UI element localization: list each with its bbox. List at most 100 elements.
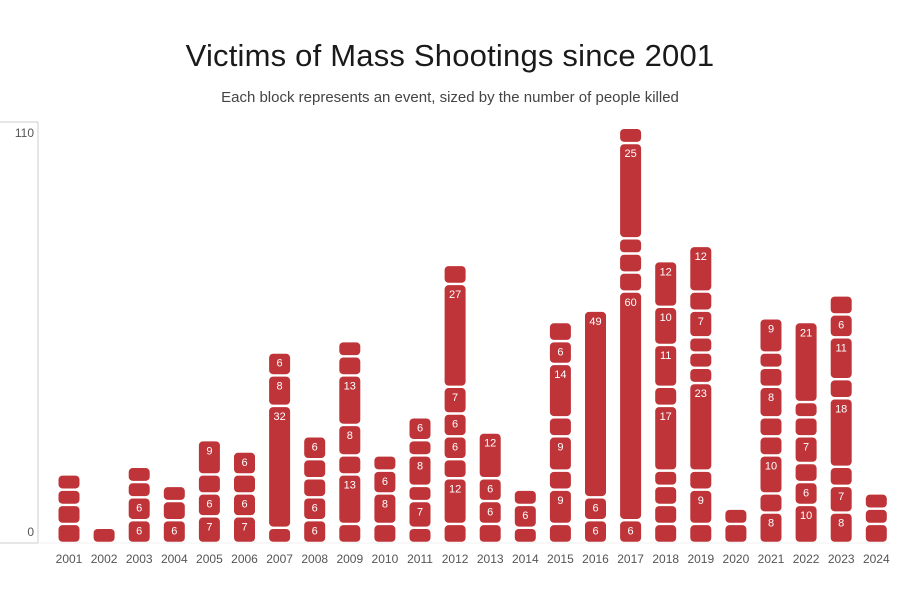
event-block-label: 6 xyxy=(312,525,318,537)
event-block-label: 9 xyxy=(557,442,563,454)
x-tick-label: 2016 xyxy=(582,552,609,566)
event-block xyxy=(234,517,255,542)
event-block-label: 18 xyxy=(835,403,847,415)
event-block-label: 6 xyxy=(592,502,598,514)
event-block-label: 6 xyxy=(241,499,247,511)
event-block-label: 10 xyxy=(765,461,777,473)
x-tick-label: 2011 xyxy=(407,552,433,566)
event-block xyxy=(374,471,396,493)
event-block xyxy=(163,521,185,542)
event-block-label: 10 xyxy=(660,312,672,324)
event-block-label: 7 xyxy=(698,316,704,328)
bar-2023: 8 7 18 11 6 xyxy=(830,296,852,542)
bar-2006: 7 6 6 xyxy=(234,452,255,542)
event-block xyxy=(620,254,642,272)
event-block xyxy=(444,285,466,386)
event-block xyxy=(690,311,712,337)
y-tick-label: 0 xyxy=(27,525,34,539)
event-block-label: 7 xyxy=(803,442,809,454)
event-block-label: 12 xyxy=(484,438,496,450)
event-block xyxy=(655,506,677,523)
event-block-label: 17 xyxy=(660,411,672,423)
event-block-label: 6 xyxy=(417,423,423,435)
event-block xyxy=(304,460,326,478)
event-block xyxy=(585,498,606,519)
bar-2018: 17 11 10 12 xyxy=(655,262,677,542)
event-block xyxy=(795,437,817,462)
chart-subtitle: Each block represents an event, sized by… xyxy=(221,89,679,106)
event-block xyxy=(58,490,80,504)
event-block xyxy=(655,487,677,504)
event-block xyxy=(690,525,712,542)
event-block xyxy=(234,452,255,474)
bar-2021: 8 10 8 9 xyxy=(760,319,782,542)
event-block xyxy=(269,407,291,527)
event-block-label: 6 xyxy=(838,320,844,332)
event-block xyxy=(234,494,255,516)
event-block-label: 7 xyxy=(417,506,423,518)
event-block-label: 9 xyxy=(698,495,704,507)
bar-2003: 66 xyxy=(128,468,150,542)
event-block-label: 23 xyxy=(695,388,707,400)
event-block xyxy=(830,513,852,542)
event-block xyxy=(304,521,326,542)
event-block xyxy=(760,353,782,367)
event-block-label: 25 xyxy=(624,148,636,160)
event-block xyxy=(620,521,642,542)
event-block xyxy=(795,418,817,436)
event-block xyxy=(409,502,431,527)
event-block-label: 8 xyxy=(838,518,844,530)
event-block xyxy=(339,456,361,474)
x-tick-label: 2017 xyxy=(617,552,644,566)
event-block xyxy=(304,498,326,519)
event-block xyxy=(620,144,642,238)
bar-2007: 32 8 6 xyxy=(269,353,291,542)
bar-2019: 9 23 7 12 xyxy=(690,247,712,542)
x-tick-label: 2005 xyxy=(196,552,223,566)
event-block xyxy=(339,376,361,424)
event-block xyxy=(374,494,396,523)
x-tick-label: 2012 xyxy=(442,552,469,566)
x-tick-label: 2002 xyxy=(91,552,118,566)
event-block xyxy=(58,525,80,542)
event-block xyxy=(339,342,361,356)
event-block xyxy=(830,399,852,466)
x-tick-label: 2021 xyxy=(758,552,785,566)
event-block xyxy=(655,471,677,485)
event-block xyxy=(339,475,361,523)
event-block xyxy=(760,418,782,436)
event-block xyxy=(514,506,536,527)
bar-2014: 6 xyxy=(514,490,536,542)
event-block xyxy=(198,441,220,474)
event-block xyxy=(339,525,361,542)
bar-2016: 6 6 49 xyxy=(585,311,606,542)
x-tick-label: 2023 xyxy=(828,552,855,566)
event-block xyxy=(690,490,712,523)
event-block xyxy=(128,468,150,481)
event-block xyxy=(549,490,571,523)
event-block-label: 6 xyxy=(522,510,528,522)
event-block-label: 7 xyxy=(452,392,458,404)
event-block-label: 32 xyxy=(273,411,285,423)
event-block-label: 8 xyxy=(768,518,774,530)
x-tick-label: 2008 xyxy=(301,552,328,566)
event-block xyxy=(128,483,150,497)
x-tick-label: 2013 xyxy=(477,552,504,566)
event-block xyxy=(444,479,466,523)
chart-title: Victims of Mass Shootings since 2001 xyxy=(185,38,715,73)
event-block xyxy=(760,388,782,417)
event-block xyxy=(620,292,642,519)
bar-2017: 6 60 25 xyxy=(620,129,642,542)
x-tick-label: 2020 xyxy=(723,552,750,566)
event-block xyxy=(760,456,782,493)
event-block xyxy=(374,456,396,470)
event-block xyxy=(549,342,571,363)
event-block xyxy=(865,494,887,508)
bar-2012: 12 6 6 7 27 xyxy=(444,266,466,542)
event-block xyxy=(549,437,571,470)
event-block xyxy=(549,323,571,340)
event-block-label: 6 xyxy=(628,525,634,537)
event-block xyxy=(690,353,712,367)
event-block xyxy=(830,487,852,512)
event-block-label: 6 xyxy=(452,419,458,431)
